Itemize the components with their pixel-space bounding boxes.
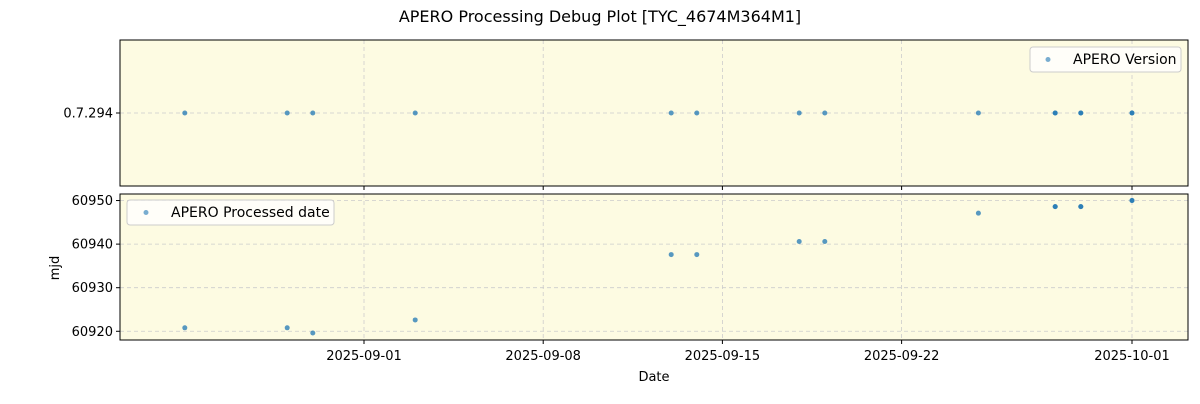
processed-date-legend-label: APERO Processed date	[171, 205, 330, 221]
version-data-point	[668, 110, 674, 116]
processed-date-legend-box	[126, 199, 335, 226]
figure-title: APERO Processing Debug Plot [TYC_4674M36…	[399, 7, 801, 27]
x-axis-label: Date	[638, 370, 669, 385]
processed-date-y-ticks: 60920 60930 60940 60950	[72, 194, 120, 340]
y-axis-label: mjd	[48, 256, 63, 281]
version-data-point	[310, 110, 316, 116]
version-legend-label: APERO Version	[1073, 52, 1177, 68]
y-tick-label: 60930	[72, 281, 113, 296]
processed-date-data-point	[182, 325, 188, 331]
processed-date-data-point	[310, 330, 316, 336]
version-panel-grid	[120, 40, 1188, 186]
processed-date-data-point	[1052, 204, 1058, 210]
version-y-ticks: 0.7.294	[63, 107, 120, 122]
processed-date-legend-marker	[143, 210, 149, 215]
processed-date-data-point	[412, 317, 418, 323]
processed-date-data-point	[975, 210, 981, 216]
y-tick-label: 60920	[72, 325, 113, 340]
processed-date-data-point	[796, 239, 802, 245]
y-tick-label: 60950	[72, 194, 113, 209]
processed-date-data-point	[822, 239, 828, 245]
version-data-point	[284, 110, 290, 116]
version-panel: 0.7.294 APERO Version	[63, 39, 1189, 190]
x-tick-label: 2025-10-01	[1094, 349, 1170, 364]
version-data-point	[694, 110, 700, 116]
version-data-point	[1052, 110, 1058, 116]
version-points	[182, 110, 1135, 116]
version-data-point	[975, 110, 981, 116]
version-x-tick-marks	[363, 186, 1133, 190]
version-data-point	[412, 110, 418, 116]
processed-date-data-point	[1078, 204, 1084, 210]
version-data-point	[182, 110, 188, 116]
processed-date-data-point	[1129, 198, 1135, 204]
processed-date-data-point	[668, 252, 674, 258]
x-tick-label: 2025-09-08	[505, 349, 581, 364]
x-tick-label: 2025-09-15	[685, 349, 761, 364]
version-legend-box	[1029, 46, 1182, 73]
version-legend-marker	[1045, 57, 1051, 62]
processed-date-x-ticks: 2025-09-01 2025-09-08 2025-09-15 2025-09-22…	[326, 340, 1170, 364]
processed-date-points	[182, 198, 1135, 336]
processed-date-legend: APERO Processed date	[126, 199, 335, 226]
processed-date-data-point	[694, 252, 700, 258]
y-tick-label: 60940	[72, 238, 113, 253]
version-data-point	[822, 110, 828, 116]
version-legend: APERO Version	[1029, 46, 1182, 73]
x-tick-label: 2025-09-22	[864, 349, 940, 364]
processed-date-panel-frame	[119, 193, 1189, 341]
version-y-tick-label: 0.7.294	[63, 107, 113, 122]
processed-date-data-point	[284, 325, 290, 331]
version-data-point	[1078, 110, 1084, 116]
version-data-point	[1129, 110, 1135, 116]
x-tick-label: 2025-09-01	[326, 349, 402, 364]
version-data-point	[796, 110, 802, 116]
